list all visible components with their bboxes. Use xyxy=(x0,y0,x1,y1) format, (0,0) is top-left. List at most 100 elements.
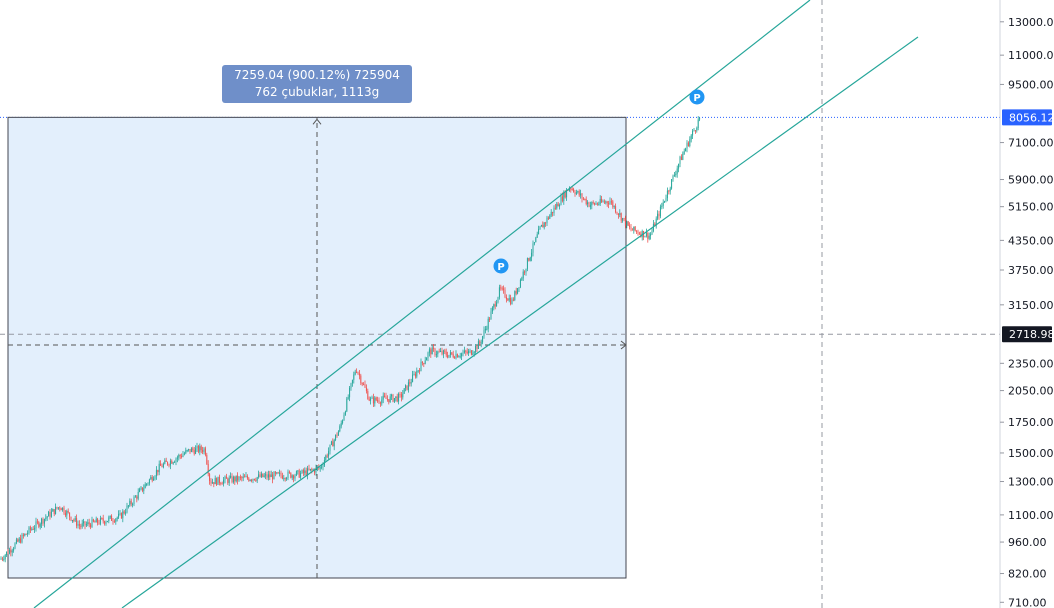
candle-body xyxy=(161,465,163,468)
candle-body xyxy=(281,475,283,479)
candle-body xyxy=(407,382,409,390)
candle-body xyxy=(531,252,533,258)
candle-body xyxy=(535,237,537,243)
candle-body xyxy=(386,398,388,400)
candle-body xyxy=(148,479,150,484)
candle-body xyxy=(322,465,324,467)
candle-body xyxy=(409,382,411,384)
candle-body xyxy=(158,463,160,473)
candle-body xyxy=(470,350,472,355)
candle-body xyxy=(221,483,223,485)
candle-body xyxy=(260,473,262,477)
candle-body xyxy=(287,471,289,479)
candle-body xyxy=(258,474,260,478)
candle-body xyxy=(608,203,610,205)
candle-body xyxy=(248,478,250,481)
last-price-badge xyxy=(1002,109,1052,126)
candle-body xyxy=(505,297,507,300)
candle-body xyxy=(185,450,187,454)
candle-body xyxy=(503,288,505,290)
candle-body xyxy=(575,192,577,195)
candle-body xyxy=(302,470,304,473)
candle-body xyxy=(392,394,394,402)
candle-body xyxy=(189,449,191,453)
price-tick-label: 5150.00 xyxy=(1008,201,1054,214)
candle-body xyxy=(525,268,527,273)
candle-body xyxy=(290,472,292,478)
candle-body xyxy=(347,397,349,399)
candle-body xyxy=(13,548,15,551)
candle-body xyxy=(515,291,517,294)
candle-body xyxy=(564,191,566,198)
candle-body xyxy=(69,512,71,517)
candle-body xyxy=(252,478,254,481)
candle-body xyxy=(192,448,194,451)
candle-body xyxy=(455,354,457,359)
candle-body xyxy=(284,478,286,480)
candle-body xyxy=(629,225,631,228)
candle-body xyxy=(624,218,626,226)
candle-body xyxy=(384,395,386,397)
candle-body xyxy=(60,508,62,511)
candle-body xyxy=(435,354,437,356)
candle-body xyxy=(315,467,317,473)
candle-body xyxy=(102,518,104,522)
candle-body xyxy=(22,534,24,536)
candle-body xyxy=(39,524,41,527)
candle-body xyxy=(196,446,198,449)
candle-body xyxy=(335,434,337,440)
candle-body xyxy=(595,203,597,205)
candle-body xyxy=(510,297,512,305)
candle-body xyxy=(57,507,59,509)
candle-body xyxy=(388,399,390,403)
candle-body xyxy=(556,203,558,209)
candle-body xyxy=(434,348,436,355)
candle-body xyxy=(475,345,477,352)
candle-body xyxy=(449,352,451,355)
candle-body xyxy=(385,396,387,399)
candle-body xyxy=(417,370,419,372)
candle-body xyxy=(419,370,421,372)
candle-body xyxy=(641,230,643,237)
candle-body xyxy=(598,203,600,205)
price-axis[interactable]: 710.00 820.00 960.00 1100.00 1300.00 1500.00 1… xyxy=(999,0,1054,608)
crosshair xyxy=(0,0,1000,608)
candle-body xyxy=(501,288,503,290)
candle-body xyxy=(36,521,38,523)
candle-body xyxy=(253,478,255,481)
candle-body xyxy=(71,520,73,522)
candle-body xyxy=(504,289,506,298)
candle-body xyxy=(395,396,397,399)
candle-body xyxy=(451,352,453,355)
candle-body xyxy=(238,476,240,481)
candle-body xyxy=(610,201,612,203)
candle-body xyxy=(413,373,415,375)
candle-body xyxy=(62,507,64,511)
candle-body xyxy=(53,509,55,515)
candle-body xyxy=(283,478,285,480)
candle-body xyxy=(591,202,593,206)
candle-body xyxy=(95,518,97,523)
candle-body xyxy=(78,524,80,526)
candle-body xyxy=(202,450,204,452)
candle-body xyxy=(358,373,360,376)
candle-body xyxy=(231,475,233,483)
price-tick-label: 7100.00 xyxy=(1008,137,1054,150)
candle-body xyxy=(174,461,176,463)
candle-body xyxy=(4,555,6,560)
candle-body xyxy=(382,395,384,400)
candle-body xyxy=(685,148,687,152)
candle-body xyxy=(412,374,414,383)
candle-body xyxy=(272,474,274,480)
candle-body xyxy=(351,379,353,384)
candle-body xyxy=(637,231,639,234)
crosshair-price-badge xyxy=(1002,326,1052,343)
candle-body xyxy=(519,279,521,288)
candle-body xyxy=(218,476,220,483)
trend-channel[interactable] xyxy=(33,0,919,608)
candle-body xyxy=(256,477,258,481)
candle-body xyxy=(442,350,444,355)
candle-body xyxy=(533,242,535,244)
candle-body xyxy=(123,511,125,514)
